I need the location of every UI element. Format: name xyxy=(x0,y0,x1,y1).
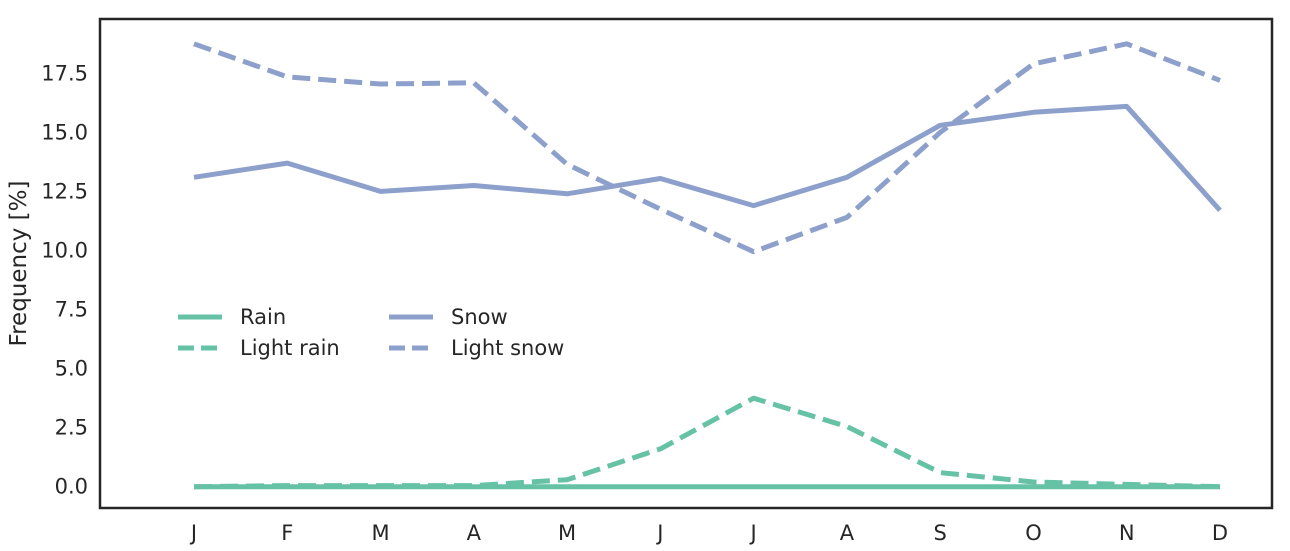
x-tick-label: M xyxy=(371,521,389,545)
y-tick-label: 15.0 xyxy=(41,120,88,144)
x-tick-label: O xyxy=(1025,521,1042,545)
legend-label: Rain xyxy=(240,305,286,329)
x-tick-label: F xyxy=(281,521,293,545)
y-tick-label: 7.5 xyxy=(55,298,88,322)
x-tick-label: S xyxy=(934,521,947,545)
y-tick-label: 2.5 xyxy=(55,416,88,440)
y-tick-label: 12.5 xyxy=(41,179,88,203)
x-tick-label: A xyxy=(467,521,482,545)
y-tick-label: 0.0 xyxy=(55,475,88,499)
x-tick-label: M xyxy=(558,521,576,545)
y-tick-label: 5.0 xyxy=(55,357,88,381)
ticks-layer: 0.0 2.5 5.0 7.5 10.0 12.5 15.0 17.5 J F M A M J J A S O N D xyxy=(41,61,1228,545)
legend-label: Light rain xyxy=(240,336,340,360)
series-line-snow xyxy=(193,103,1222,212)
series-line-light-rain xyxy=(193,395,1221,490)
y-tick-label: 17.5 xyxy=(41,61,88,85)
x-tick-label: J xyxy=(189,521,197,545)
x-tick-label: J xyxy=(655,521,663,545)
legend: Rain Light rain Snow Light snow xyxy=(178,305,564,360)
y-axis-label: Frequency [%] xyxy=(6,181,32,347)
x-tick-label: D xyxy=(1212,521,1228,545)
legend-label: Light snow xyxy=(451,336,564,360)
x-tick-label: A xyxy=(840,521,855,545)
y-tick-label: 10.0 xyxy=(41,239,88,263)
series-layer xyxy=(193,41,1222,490)
x-tick-label: N xyxy=(1119,521,1135,545)
series-line-light-snow xyxy=(193,41,1221,255)
plot-frame xyxy=(98,17,1274,510)
legend-label: Snow xyxy=(451,305,508,329)
x-tick-label: J xyxy=(749,521,757,545)
